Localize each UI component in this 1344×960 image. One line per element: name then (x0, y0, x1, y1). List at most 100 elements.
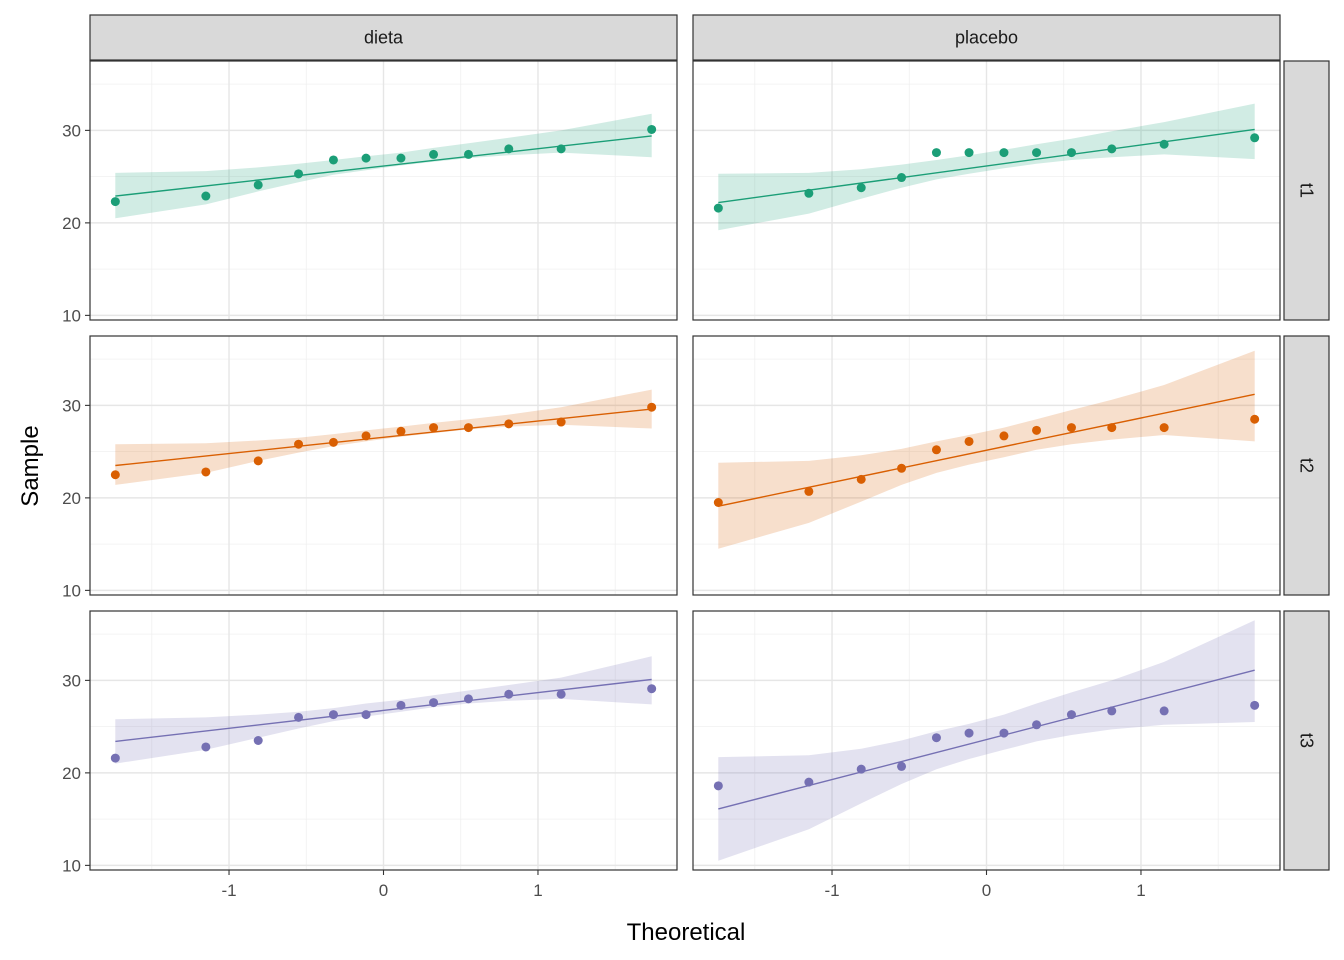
y-tick-label: 10 (62, 581, 81, 600)
data-point (1066, 710, 1076, 720)
data-point (1107, 423, 1117, 433)
data-point (328, 710, 338, 720)
x-tick-label: 1 (533, 881, 542, 900)
data-point (999, 728, 1009, 738)
data-point (856, 474, 866, 484)
data-point (463, 149, 473, 159)
data-point (1250, 133, 1260, 143)
row-strip-box (1283, 60, 1330, 321)
data-point (964, 728, 974, 738)
data-point (713, 781, 723, 791)
data-point (504, 144, 514, 154)
data-point (253, 736, 263, 745)
row-strip-t2: t2 (1283, 335, 1330, 596)
data-point (328, 155, 338, 165)
data-point (361, 431, 371, 441)
panel-border (89, 335, 678, 596)
x-tick-label: -1 (221, 881, 236, 900)
data-point (463, 423, 473, 433)
x-tick-label: -1 (824, 881, 839, 900)
data-point (897, 761, 907, 771)
data-point (1159, 139, 1169, 149)
confidence-band (718, 103, 1255, 231)
data-point (361, 153, 371, 163)
data-point (110, 197, 120, 207)
y-tick-label: 10 (62, 306, 81, 325)
data-point (897, 173, 907, 183)
y-tick-label: 20 (62, 214, 81, 233)
data-point (294, 439, 304, 449)
data-point (556, 689, 566, 699)
data-point (931, 733, 941, 743)
data-point (429, 698, 439, 708)
data-point (1066, 423, 1076, 433)
column-strip-placebo: placebo (692, 14, 1281, 61)
x-tick-label: 1 (1136, 881, 1145, 900)
panel-border (692, 335, 1281, 596)
data-point (110, 470, 120, 480)
column-strip-label: placebo (955, 28, 1018, 48)
y-tick-label: 30 (62, 396, 81, 415)
row-strip-label: t2 (1297, 458, 1317, 473)
data-point (964, 436, 974, 446)
data-point (804, 777, 814, 787)
row-strip-box (1283, 335, 1330, 596)
data-point (1032, 425, 1042, 435)
confidence-band (718, 620, 1255, 861)
column-strip-box (692, 14, 1281, 61)
row-strip-box (1283, 610, 1330, 871)
data-point (964, 148, 974, 158)
column-strip-dieta: dieta (89, 14, 678, 61)
data-point (253, 456, 263, 466)
data-point (294, 169, 304, 179)
column-strip-box (89, 14, 678, 61)
data-point (1250, 700, 1260, 710)
panel-dieta-t3: 10 20 30 -1 0 1 (62, 610, 678, 900)
data-point (396, 700, 406, 710)
data-point (556, 417, 566, 427)
reference-line (115, 678, 652, 743)
data-point (328, 437, 338, 447)
panel-border (692, 60, 1281, 321)
data-point (647, 684, 657, 694)
row-strip-label: t1 (1297, 183, 1317, 198)
data-point (931, 148, 941, 158)
y-tick-label: 30 (62, 671, 81, 690)
data-point (396, 153, 406, 163)
data-point (931, 445, 941, 455)
column-strip-label: dieta (364, 28, 404, 48)
data-point (804, 188, 814, 198)
x-tick-label: 0 (379, 881, 388, 900)
panel-dieta-t2: 10 20 30 (62, 335, 678, 600)
data-point (110, 753, 120, 763)
y-axis-title: Sample (17, 425, 44, 506)
y-tick-label: 20 (62, 764, 81, 783)
data-point (253, 180, 263, 190)
data-point (504, 419, 514, 429)
panel-placebo-t3: -1 0 1 (692, 610, 1281, 900)
data-point (201, 467, 211, 477)
data-point (1159, 423, 1169, 433)
data-point (897, 463, 907, 473)
data-point (429, 423, 439, 433)
data-point (856, 183, 866, 193)
data-point (556, 144, 566, 154)
data-point (429, 149, 439, 159)
data-point (804, 486, 814, 496)
x-axis-title: Theoretical (627, 919, 746, 946)
data-point (1159, 706, 1169, 716)
data-point (1066, 148, 1076, 158)
data-point (1032, 148, 1042, 158)
panel-placebo-t1 (692, 60, 1281, 321)
data-point (201, 191, 211, 201)
data-point (647, 124, 657, 134)
panel-placebo-t2 (692, 335, 1281, 596)
data-point (999, 431, 1009, 441)
panel-dieta-t1: 10 20 30 (62, 60, 678, 325)
y-tick-label: 20 (62, 489, 81, 508)
data-point (396, 426, 406, 436)
data-point (1032, 720, 1042, 730)
y-tick-label: 10 (62, 856, 81, 875)
data-point (361, 710, 371, 720)
